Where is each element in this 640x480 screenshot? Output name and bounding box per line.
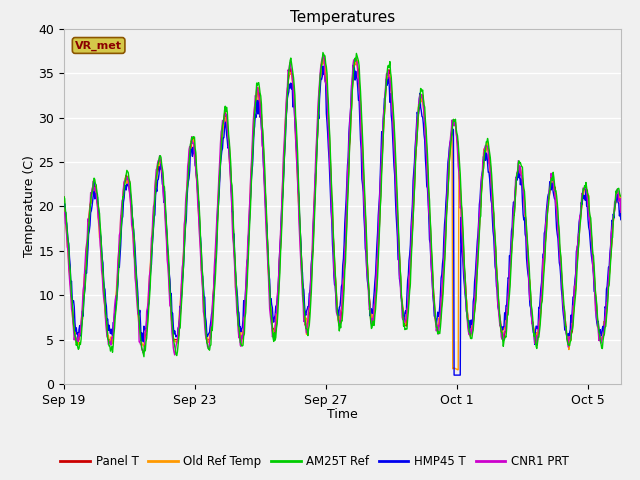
X-axis label: Time: Time	[327, 408, 358, 421]
Y-axis label: Temperature (C): Temperature (C)	[22, 156, 36, 257]
Legend: Panel T, Old Ref Temp, AM25T Ref, HMP45 T, CNR1 PRT: Panel T, Old Ref Temp, AM25T Ref, HMP45 …	[56, 450, 573, 473]
Text: VR_met: VR_met	[75, 40, 122, 50]
Title: Temperatures: Temperatures	[290, 10, 395, 25]
